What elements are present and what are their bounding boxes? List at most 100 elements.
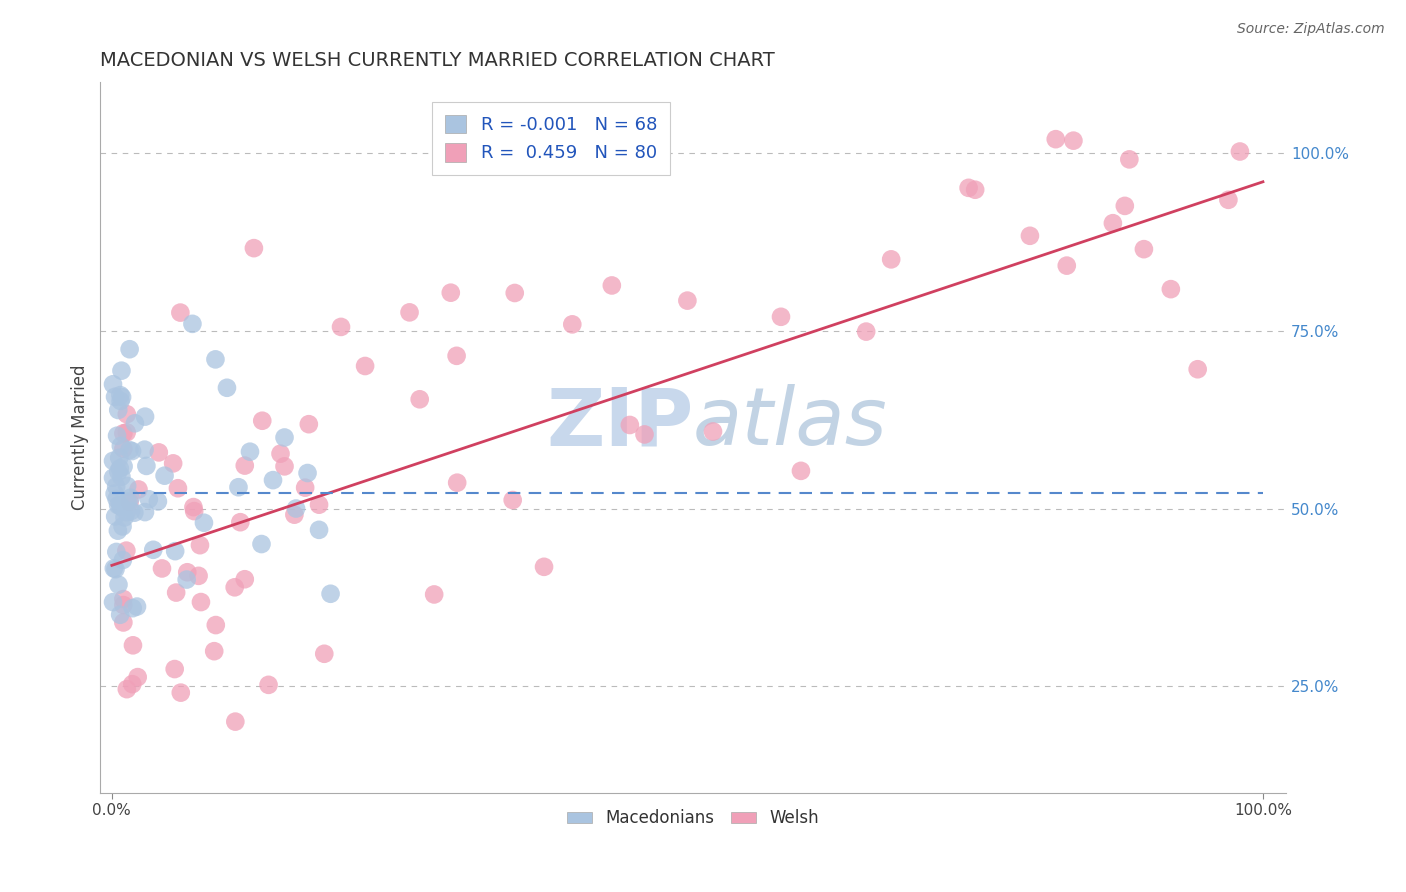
Point: [105, 479, 128, 493]
Point: [115, 543, 138, 558]
Point: [112, 442, 135, 456]
Point: [107, 498, 129, 512]
Point: [252, 414, 274, 428]
Point: [330, 319, 353, 334]
Point: [110, 469, 132, 483]
Point: [308, 523, 330, 537]
Point: [165, 544, 187, 558]
Point: [533, 559, 555, 574]
Point: [243, 241, 266, 255]
Point: [250, 537, 273, 551]
Point: [122, 638, 145, 652]
Point: [1102, 216, 1125, 230]
Point: [112, 426, 135, 441]
Point: [121, 601, 143, 615]
Point: [127, 670, 149, 684]
Point: [790, 464, 813, 478]
Point: [105, 491, 128, 506]
Point: [257, 678, 280, 692]
Point: [105, 545, 128, 559]
Point: [204, 618, 226, 632]
Point: [105, 428, 128, 442]
Point: [118, 495, 141, 509]
Point: [193, 516, 215, 530]
Point: [115, 479, 138, 493]
Point: [446, 475, 468, 490]
Point: [169, 305, 191, 319]
Point: [298, 417, 321, 432]
Point: [115, 407, 138, 421]
Point: [1218, 193, 1240, 207]
Point: [440, 285, 463, 300]
Point: [101, 377, 124, 392]
Point: [273, 459, 295, 474]
Point: [319, 587, 342, 601]
Point: [128, 483, 150, 497]
Point: [107, 577, 129, 591]
Point: [108, 461, 131, 475]
Point: [108, 450, 131, 465]
Point: [676, 293, 699, 308]
Point: [233, 458, 256, 473]
Point: [101, 471, 124, 485]
Point: [111, 553, 134, 567]
Point: [1133, 242, 1156, 256]
Point: [134, 505, 156, 519]
Point: [150, 561, 173, 575]
Point: [138, 492, 160, 507]
Point: [181, 317, 204, 331]
Y-axis label: Currently Married: Currently Married: [72, 365, 89, 510]
Point: [224, 714, 246, 729]
Point: [1019, 228, 1042, 243]
Point: [233, 572, 256, 586]
Point: [1056, 259, 1078, 273]
Point: [202, 644, 225, 658]
Point: [398, 305, 420, 319]
Point: [308, 498, 330, 512]
Point: [502, 493, 524, 508]
Point: [112, 598, 135, 612]
Point: [110, 394, 132, 409]
Point: [1118, 153, 1140, 167]
Point: [121, 444, 143, 458]
Point: [228, 480, 250, 494]
Point: [107, 403, 129, 417]
Point: [146, 494, 169, 508]
Point: [1114, 199, 1136, 213]
Point: [134, 409, 156, 424]
Point: [855, 325, 877, 339]
Point: [134, 442, 156, 457]
Point: [239, 444, 262, 458]
Point: [600, 278, 623, 293]
Point: [167, 481, 190, 495]
Point: [880, 252, 903, 267]
Point: [619, 417, 641, 432]
Point: [957, 181, 980, 195]
Point: [446, 349, 468, 363]
Text: atlas: atlas: [693, 384, 889, 462]
Point: [111, 390, 134, 404]
Point: [142, 542, 165, 557]
Text: Source: ZipAtlas.com: Source: ZipAtlas.com: [1237, 22, 1385, 37]
Point: [124, 417, 146, 431]
Point: [104, 562, 127, 576]
Point: [110, 364, 132, 378]
Point: [1187, 362, 1209, 376]
Point: [120, 491, 142, 505]
Point: [112, 592, 135, 607]
Point: [170, 686, 193, 700]
Point: [187, 569, 209, 583]
Point: [115, 425, 138, 440]
Point: [1229, 145, 1251, 159]
Point: [314, 647, 336, 661]
Point: [285, 501, 308, 516]
Point: [110, 439, 132, 453]
Point: [124, 506, 146, 520]
Point: [283, 508, 305, 522]
Point: [273, 430, 295, 444]
Point: [125, 599, 148, 614]
Point: [117, 494, 139, 508]
Point: [103, 561, 125, 575]
Point: [107, 465, 129, 479]
Point: [769, 310, 792, 324]
